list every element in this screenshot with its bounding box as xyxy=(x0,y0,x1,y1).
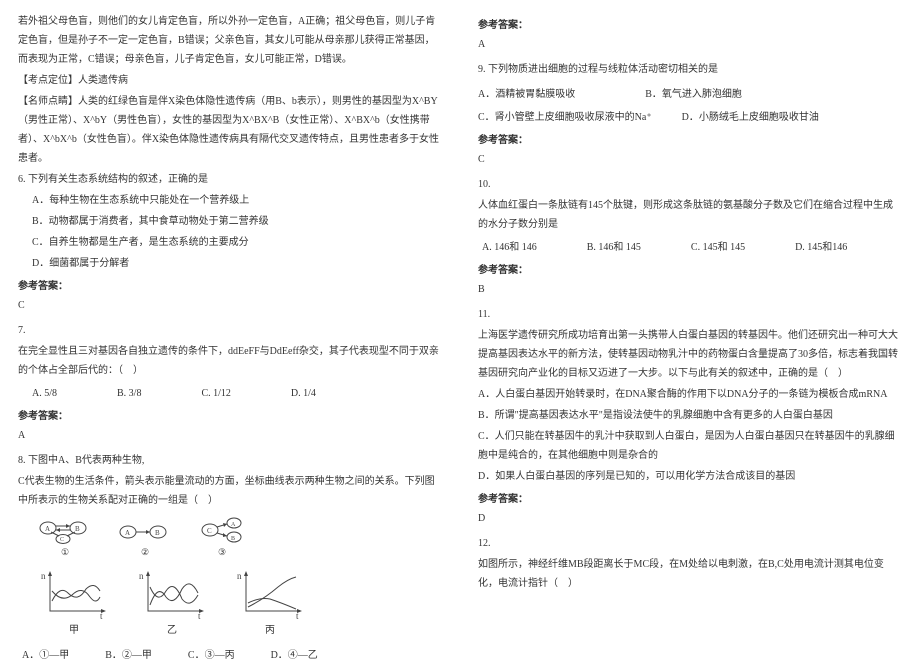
q8-opt-a: A．①—甲 xyxy=(22,646,69,665)
left-column: 若外祖父母色盲，则他们的女儿肯定色盲，所以外孙一定色盲，A正确；祖父母色盲，则儿… xyxy=(0,0,460,651)
q8-answer: A xyxy=(478,35,902,54)
q10-opt-a: A. 146和 146 xyxy=(482,238,537,257)
graph-2-icon: A B xyxy=(118,520,172,544)
q8-options: A．①—甲 B．②—甲 C．③—丙 D．④—乙 xyxy=(18,646,442,665)
svg-text:B: B xyxy=(231,536,235,542)
q7-num: 7. xyxy=(18,321,442,340)
tip-text: 人类的红绿色盲是伴X染色体隐性遗传病（用B、b表示），则男性的基因型为X^BY（… xyxy=(18,96,439,164)
answer-label: 参考答案： xyxy=(478,490,902,509)
q11-opt-b: B．所谓"提高基因表达水平"是指设法使牛的乳腺细胞中含有更多的人白蛋白基因 xyxy=(478,406,902,425)
graph-1-icon: A B C xyxy=(38,520,92,544)
answer-label: 参考答案： xyxy=(18,277,442,296)
q12-num: 12. xyxy=(478,534,902,553)
answer-label: 参考答案： xyxy=(478,261,902,280)
q11-stem: 上海医学遗传研究所成功培育出第一头携带人白蛋白基因的转基因牛。他们还研究出一种可… xyxy=(478,326,902,383)
q9-opt-b: B．氧气进入肺泡细胞 xyxy=(645,85,742,104)
svg-text:n: n xyxy=(139,571,144,581)
q8-text: C代表生物的生活条件，箭头表示能量流动的方面，坐标曲线表示两种生物之间的关系。下… xyxy=(18,472,442,510)
exam-point-label: 【考点定位】人类遗传病 xyxy=(18,71,442,90)
q7-opt-d: D. 1/4 xyxy=(291,384,316,403)
chart-bing: n t 丙 xyxy=(234,567,306,640)
chart-label-jia: 甲 xyxy=(69,621,79,640)
q12-stem: 如图所示，神经纤维MB段距离长于MC段，在M处给以电刺激，在B,C处用电流计测其… xyxy=(478,555,902,593)
q8-diagrams: A B C ① A B ② xyxy=(38,516,442,561)
paragraph: 若外祖父母色盲，则他们的女儿肯定色盲，所以外孙一定色盲，A正确；祖父母色盲，则儿… xyxy=(18,12,442,69)
svg-text:A: A xyxy=(231,522,236,528)
q8-charts: n t 甲 n t 乙 xyxy=(38,567,442,640)
q6-stem: 6. 下列有关生态系统结构的叙述，正确的是 xyxy=(18,170,442,189)
chart-yi: n t 乙 xyxy=(136,567,208,640)
q7-stem: 在完全显性且三对基因各自独立遗传的条件下，ddEeFF与DdEeff杂交，其子代… xyxy=(18,342,442,380)
svg-text:t: t xyxy=(296,611,299,621)
q10-answer: B xyxy=(478,280,902,299)
q7-answer: A xyxy=(18,426,442,445)
q10-opt-b: B. 146和 145 xyxy=(587,238,641,257)
q6-answer: C xyxy=(18,296,442,315)
q10-options: A. 146和 146 B. 146和 145 C. 145和 145 D. 1… xyxy=(478,238,902,257)
q11-opt-a: A．人白蛋白基因开始转录时，在DNA聚合酶的作用下以DNA分子的一条链为模板合成… xyxy=(478,385,902,404)
svg-text:n: n xyxy=(237,571,242,581)
svg-text:C: C xyxy=(207,527,212,535)
svg-text:t: t xyxy=(198,611,201,621)
q9-opt-a: A．酒精被胃黏膜吸收 xyxy=(478,85,575,104)
chart-jia-icon: n t xyxy=(38,567,110,621)
svg-text:C: C xyxy=(60,537,64,543)
panel-1: A B C ① xyxy=(38,520,92,561)
q6-opt-d: D．细菌都属于分解者 xyxy=(18,254,442,273)
q8-opt-c: C．③—丙 xyxy=(188,646,235,665)
q9-answer: C xyxy=(478,150,902,169)
graph-3-icon: C A B xyxy=(198,516,246,544)
q9-opt-c: C．肾小管壁上皮细胞吸收尿液中的Na⁺ xyxy=(478,108,652,127)
q8-opt-b: B．②—甲 xyxy=(105,646,152,665)
chart-label-yi: 乙 xyxy=(167,621,177,640)
tip-label: 【名师点睛】 xyxy=(18,96,78,107)
answer-label: 参考答案： xyxy=(478,131,902,150)
q8-opt-d: D．④—乙 xyxy=(271,646,318,665)
axis-t: t xyxy=(100,611,103,621)
panel-3: C A B ③ xyxy=(198,516,246,561)
q7-opt-a: A. 5/8 xyxy=(32,384,57,403)
q7-opt-b: B. 3/8 xyxy=(117,384,141,403)
svg-text:A: A xyxy=(125,529,130,537)
axis-n: n xyxy=(41,571,46,581)
q6-opt-b: B．动物都属于消费者，其中食草动物处于第二营养级 xyxy=(18,212,442,231)
chart-jia: n t 甲 xyxy=(38,567,110,640)
chart-bing-icon: n t xyxy=(234,567,306,621)
q11-opt-c: C．人们只能在转基因牛的乳汁中获取到人白蛋白，是因为人白蛋白基因只在转基因牛的乳… xyxy=(478,427,902,465)
svg-text:A: A xyxy=(45,525,50,533)
q7-opt-c: C. 1/12 xyxy=(201,384,230,403)
svg-text:B: B xyxy=(75,525,80,533)
chart-yi-icon: n t xyxy=(136,567,208,621)
q11-answer: D xyxy=(478,509,902,528)
q6-opt-c: C．自养生物都是生产者，是生态系统的主要成分 xyxy=(18,233,442,252)
answer-label: 参考答案： xyxy=(18,407,442,426)
q9-stem: 9. 下列物质进出细胞的过程与线粒体活动密切相关的是 xyxy=(478,60,902,79)
right-column: 参考答案： A 9. 下列物质进出细胞的过程与线粒体活动密切相关的是 A．酒精被… xyxy=(460,0,920,651)
q10-stem: 人体血红蛋白一条肽链有145个肽键，则形成这条肽链的氨基酸分子数及它们在缩合过程… xyxy=(478,196,902,234)
q10-num: 10. xyxy=(478,175,902,194)
answer-label: 参考答案： xyxy=(478,16,902,35)
q10-opt-d: D. 145和146 xyxy=(795,238,847,257)
q8-stem: 8. 下图中A、B代表两种生物, xyxy=(18,451,442,470)
chart-label-bing: 丙 xyxy=(265,621,275,640)
q11-opt-d: D．如果人白蛋白基因的序列是已知的，可以用化学方法合成该目的基因 xyxy=(478,467,902,486)
q9-opt-d: D．小肠绒毛上皮细胞吸收甘油 xyxy=(682,108,819,127)
q6-opt-a: A．每种生物在生态系统中只能处在一个营养级上 xyxy=(18,191,442,210)
q10-opt-c: C. 145和 145 xyxy=(691,238,745,257)
panel-2: A B ② xyxy=(118,520,172,561)
teacher-tip: 【名师点睛】人类的红绿色盲是伴X染色体隐性遗传病（用B、b表示），则男性的基因型… xyxy=(18,92,442,168)
svg-text:B: B xyxy=(155,529,160,537)
q11-num: 11. xyxy=(478,305,902,324)
q7-options: A. 5/8 B. 3/8 C. 1/12 D. 1/4 xyxy=(18,384,442,403)
